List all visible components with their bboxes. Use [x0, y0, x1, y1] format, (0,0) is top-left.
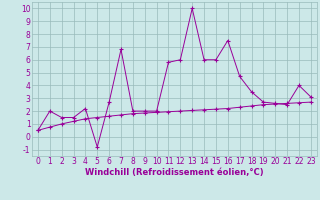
X-axis label: Windchill (Refroidissement éolien,°C): Windchill (Refroidissement éolien,°C) [85, 168, 264, 177]
